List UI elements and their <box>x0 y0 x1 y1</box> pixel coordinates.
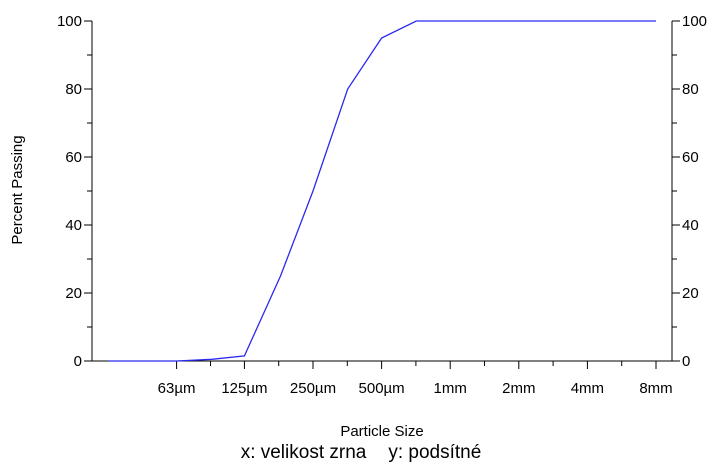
x-axis-title: Particle Size <box>340 423 423 440</box>
x-axis-ticks: 63µm 125µm 250µm 500µm 1mm 2mm 4mm 8mm <box>158 361 673 397</box>
caption-x-label: x: velikost zrna <box>240 442 367 463</box>
y-tick-label-left: 0 <box>74 353 82 370</box>
caption-y-label: y: podsítné <box>388 442 482 463</box>
y-tick-label-right: 80 <box>682 81 699 98</box>
y-tick-label-right: 60 <box>682 149 699 166</box>
y-tick-label-right: 40 <box>682 217 699 234</box>
x-tick-label: 250µm <box>290 380 336 397</box>
y-tick-label-left: 100 <box>57 13 82 30</box>
y-tick-label-left: 20 <box>65 285 82 302</box>
y-tick-label-left: 40 <box>65 217 82 234</box>
x-tick-label: 4mm <box>571 380 604 397</box>
x-tick-label: 125µm <box>221 380 267 397</box>
y-tick-label-left: 60 <box>65 149 82 166</box>
series-layer <box>108 20 656 362</box>
y-axis-ticks: 0 0 20 20 40 40 60 60 80 80 100 100 <box>57 13 707 370</box>
y-tick-label-right: 100 <box>682 13 707 30</box>
x-tick-label: 63µm <box>158 380 196 397</box>
x-tick-label: 8mm <box>639 380 672 397</box>
y-tick-label-right: 20 <box>682 285 699 302</box>
x-tick-label: 500µm <box>359 380 405 397</box>
x-tick-label: 1mm <box>434 380 467 397</box>
chart-caption: x: velikost zrna y: podsítné <box>0 442 722 464</box>
y-tick-label-left: 80 <box>65 81 82 98</box>
percent-passing-line <box>108 20 656 362</box>
y-axis-title: Percent Passing <box>9 135 26 244</box>
chart-axes <box>91 21 673 362</box>
x-tick-label: 2mm <box>502 380 535 397</box>
y-tick-label-right: 0 <box>682 353 690 370</box>
